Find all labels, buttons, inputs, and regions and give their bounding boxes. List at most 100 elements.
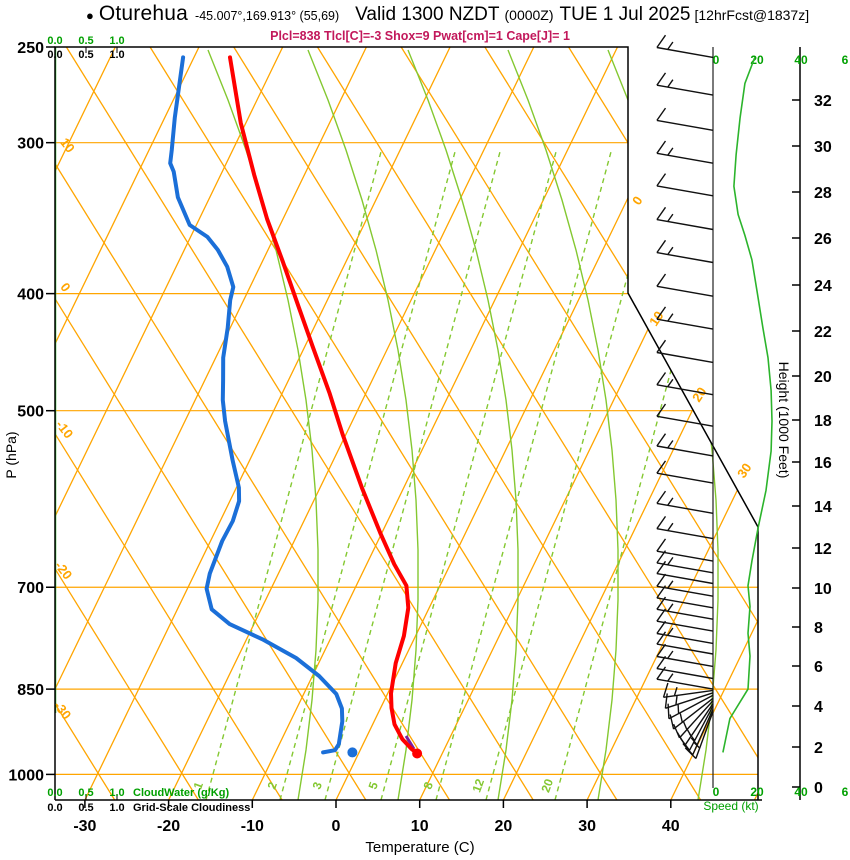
mixing-ratio-label: 3 <box>310 780 326 791</box>
wind-barb <box>656 608 714 632</box>
isotherm-label: 10 <box>646 308 667 328</box>
pressure-tick-label: 850 <box>17 682 44 699</box>
wind-barb <box>656 460 714 484</box>
pressure-tick-label: 300 <box>17 136 44 153</box>
speed-scale-bottom-label: 40 <box>794 785 808 799</box>
mixing-ratio-label: 8 <box>421 780 437 791</box>
height-tick-label: 18 <box>814 413 832 430</box>
cloudwater-scale-top-label: 0.0 <box>47 35 62 47</box>
cloudwater-legend: CloudWater (g/Kg) <box>133 787 229 799</box>
height-tick-label: 12 <box>814 541 832 558</box>
isotherm-line <box>586 47 758 800</box>
height-tick-label: 6 <box>814 659 823 676</box>
temperature-curve <box>228 55 420 756</box>
wind-barb <box>656 72 714 96</box>
wind-barb <box>656 666 714 690</box>
speed-axis-title: Speed (kt) <box>703 799 758 813</box>
temperature-tick-label: 0 <box>332 818 341 835</box>
cloudiness-scale-bottom-label: 1.0 <box>109 802 124 814</box>
wind-barb <box>656 490 714 514</box>
height-tick-label: 30 <box>814 139 832 156</box>
wind-barb <box>684 711 714 759</box>
dry-adiabat-line <box>400 47 758 800</box>
mixing-ratio-label: 1 <box>191 780 207 791</box>
cloudiness-scale-top-label: 0.0 <box>47 49 62 61</box>
moist-adiabat-line <box>307 49 419 800</box>
station-bullet-icon: ● <box>86 8 94 23</box>
height-tick-label: 2 <box>814 740 823 757</box>
isotherm-line <box>55 47 284 800</box>
dry-adiabat-line <box>568 47 758 800</box>
speed-scale-bottom-label: 0 <box>713 785 720 799</box>
pressure-tick-label: 250 <box>17 40 44 57</box>
wind-barb <box>679 705 714 751</box>
cloudwater-scale-top-label: 1.0 <box>109 35 124 47</box>
dry-adiabat-line <box>55 47 283 800</box>
wind-barbs <box>656 34 714 759</box>
temperature-tick-label: -10 <box>241 818 264 835</box>
cloudiness-scale-top-label: 1.0 <box>109 49 124 61</box>
wind-barb <box>656 372 714 396</box>
valid-time: Valid 1300 NZDT <box>355 4 500 25</box>
isotherm-line <box>419 47 758 800</box>
wind-barb <box>656 206 714 231</box>
isotherm-line <box>84 47 451 800</box>
pressure-axis-title: P (hPa) <box>3 431 19 478</box>
height-tick-label: 32 <box>814 93 832 110</box>
height-tick-label: 26 <box>814 231 832 248</box>
mixing-ratio-line <box>279 149 457 800</box>
wind-barb <box>662 682 714 698</box>
speed-scale-top-label: 20 <box>750 53 764 67</box>
wind-barb <box>656 655 714 680</box>
height-tick-label: 16 <box>814 455 832 472</box>
height-tick-label: 28 <box>814 185 832 202</box>
pressure-tick-label: 700 <box>17 580 44 597</box>
wind-barb <box>656 550 714 574</box>
wind-barb <box>656 515 714 540</box>
surface-dewpoint-dot <box>347 747 358 758</box>
mixing-ratio-line <box>380 149 558 800</box>
temperature-tick-label: 40 <box>662 818 680 835</box>
cloudwater-scale-top-label: 0.5 <box>78 35 93 47</box>
mixing-ratio-line <box>554 149 732 800</box>
station-coordinates: -45.007°,169.913° (55,69) <box>195 9 340 23</box>
temperature-tick-label: 30 <box>578 818 596 835</box>
cloudiness-scale-bottom-label: 0.5 <box>78 802 93 814</box>
isotherm-line <box>55 47 367 800</box>
speed-scale-top-label: 0 <box>713 53 720 67</box>
height-tick-label: 4 <box>814 699 823 716</box>
height-tick-label: 0 <box>814 780 823 797</box>
isotherm-line <box>168 47 535 800</box>
mixing-ratio-line <box>435 149 613 800</box>
speed-scale-top-label: 40 <box>794 53 808 67</box>
temperature-tick-label: 20 <box>495 818 513 835</box>
cloudwater-scale-bottom-label: 0.5 <box>78 787 93 799</box>
dry-adiabat-line <box>484 47 758 800</box>
temperature-tick-label: 10 <box>411 818 429 835</box>
wind-barb <box>656 433 714 457</box>
dry-adiabat-label: -10 <box>53 417 76 441</box>
dry-adiabat-line <box>55 47 199 800</box>
speed-scale-bottom-label: 20 <box>750 785 764 799</box>
mixing-ratio-label: 2 <box>265 780 281 791</box>
wind-barb <box>656 631 714 655</box>
dry-adiabat-line <box>233 47 702 800</box>
temperature-tick-label: -20 <box>157 818 180 835</box>
grid-lines <box>55 47 758 800</box>
dewpoint-curve <box>168 55 345 755</box>
wind-barb <box>664 692 714 709</box>
height-tick-label: 24 <box>814 278 832 295</box>
cloudwater-scale-bottom-label: 0.0 <box>47 787 62 799</box>
wind-barb <box>656 403 714 427</box>
height-axis-title: Height (1000 Feet) <box>776 362 792 479</box>
mixing-ratio-label: 5 <box>366 780 382 791</box>
height-tick-label: 8 <box>814 620 823 637</box>
dry-adiabat-label: 0 <box>57 280 73 295</box>
wind-barb <box>656 538 714 562</box>
height-tick-label: 20 <box>814 369 832 386</box>
isotherm-label: 30 <box>734 460 755 480</box>
wind-barb <box>669 697 714 730</box>
mixing-ratio-line <box>205 149 383 800</box>
